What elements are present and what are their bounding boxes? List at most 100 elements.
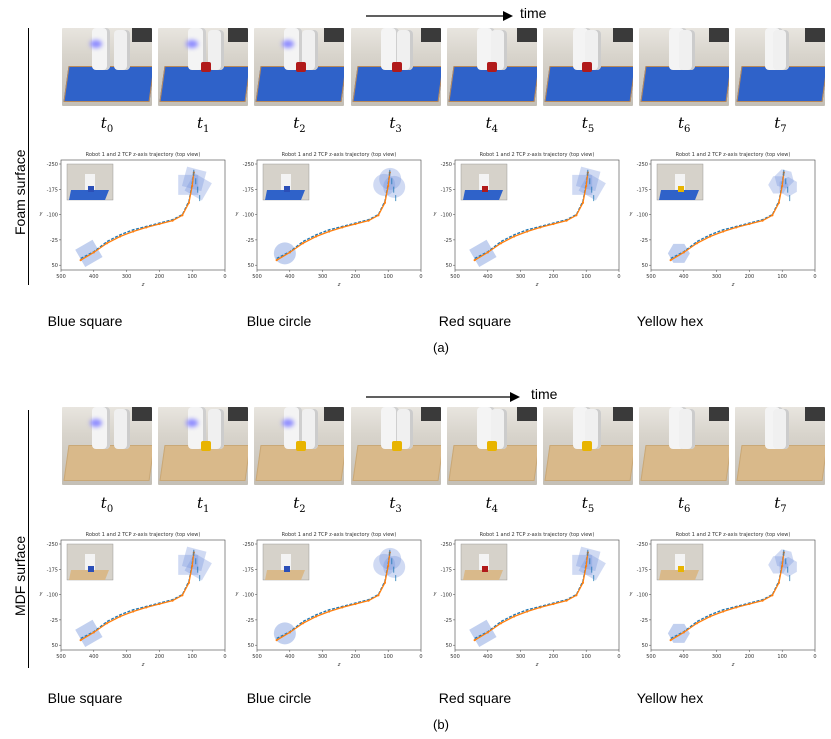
y-tick-label: -250 xyxy=(243,542,254,548)
y-tick-label: -100 xyxy=(47,213,58,219)
start-shape xyxy=(469,239,497,268)
trajectory-line xyxy=(670,552,785,641)
timestep-index: 5 xyxy=(587,504,595,515)
trajectory-point xyxy=(539,226,542,229)
robot-arm-icon xyxy=(188,407,207,449)
x-tick-label: 400 xyxy=(483,654,493,660)
x-tick-label: 100 xyxy=(777,654,787,660)
trajectory-point xyxy=(301,622,305,625)
inset-photo xyxy=(656,543,704,581)
trajectory-point xyxy=(771,594,774,597)
y-tick-label: -25 xyxy=(246,238,254,244)
end-shape xyxy=(181,546,207,572)
timestep-label: t7 xyxy=(750,494,810,515)
robot-arm-icon xyxy=(773,30,790,70)
x-tick-label: 0 xyxy=(223,274,226,280)
trajectory-point xyxy=(341,226,344,229)
robot-arm-icon xyxy=(208,30,225,70)
timestep-index: 5 xyxy=(587,124,595,135)
surface-board xyxy=(736,66,826,102)
x-tick-label: 400 xyxy=(285,654,295,660)
trajectory-point xyxy=(92,631,95,634)
x-tick-label: 0 xyxy=(813,274,816,280)
side-label: Foam surface xyxy=(12,149,28,235)
trajectory-point xyxy=(383,201,387,204)
y-axis-label: y xyxy=(629,211,634,217)
y-tick-label: -175 xyxy=(47,187,58,193)
plot-caption: Red square xyxy=(438,313,512,329)
trajectory-point xyxy=(708,235,712,238)
trajectory-point xyxy=(499,242,503,245)
trajectory-point xyxy=(512,615,516,618)
object-icon xyxy=(296,441,307,451)
light-glow-icon xyxy=(186,419,199,427)
timestep-index: 2 xyxy=(299,504,306,515)
trajectory-point xyxy=(288,631,291,634)
timestep-index: 0 xyxy=(106,124,114,135)
timestep-symbol: t xyxy=(581,494,588,512)
x-tick-label: 0 xyxy=(813,654,816,660)
timestep-label: t6 xyxy=(654,114,714,135)
inset-photo xyxy=(262,543,310,581)
x-axis-label: z xyxy=(731,282,735,288)
trajectory-point xyxy=(383,581,387,584)
object-icon xyxy=(201,62,212,72)
timestep-photo xyxy=(446,28,537,106)
timestep-index: 7 xyxy=(780,504,787,515)
timestep-label: t3 xyxy=(366,114,426,135)
timestep-symbol: t xyxy=(196,114,204,132)
x-tick-label: 400 xyxy=(89,654,99,660)
trajectory-point xyxy=(367,599,370,602)
plot-caption: Yellow hex xyxy=(636,313,704,329)
plot-title: Robot 1 and 2 TCP z-axis trajectory (top… xyxy=(676,152,791,158)
timestep-photo xyxy=(543,407,633,485)
side-divider xyxy=(28,410,29,668)
x-tick-label: 0 xyxy=(419,654,422,660)
timestep-symbol: t xyxy=(293,494,300,512)
time-label: time xyxy=(531,386,558,402)
x-axis-label: z xyxy=(731,662,735,668)
y-tick-label: -25 xyxy=(50,618,58,624)
trajectory-point xyxy=(748,602,751,606)
x-tick-label: 100 xyxy=(383,654,393,660)
robot-arm-icon xyxy=(476,407,495,449)
trajectory-point xyxy=(581,581,585,584)
x-tick-label: 300 xyxy=(122,654,132,660)
object-icon xyxy=(391,441,402,451)
trajectory-plot: Robot 1 and 2 TCP z-axis trajectory (top… xyxy=(235,152,423,288)
timestep-photo xyxy=(639,407,730,485)
inset-photo xyxy=(66,163,114,201)
object-icon xyxy=(582,441,592,451)
timestep-index: 7 xyxy=(780,124,787,135)
robot-arm-icon xyxy=(585,30,601,70)
object-icon xyxy=(486,441,497,451)
robot-base-icon xyxy=(228,28,249,42)
trajectory-point xyxy=(722,230,725,233)
trajectory-point xyxy=(722,610,725,613)
trajectory-point xyxy=(105,242,109,245)
timestep-index: 4 xyxy=(491,504,498,515)
y-tick-label: -175 xyxy=(441,567,452,573)
trajectory-point xyxy=(158,222,161,226)
timestep-symbol: t xyxy=(389,114,396,132)
start-shape xyxy=(75,619,103,648)
y-tick-label: 50 xyxy=(248,643,254,649)
end-shape xyxy=(373,173,396,196)
y-tick-label: -250 xyxy=(441,542,452,548)
trajectory-point xyxy=(118,235,122,238)
y-tick-label: -250 xyxy=(47,542,58,548)
timestep-label: t1 xyxy=(173,494,233,515)
trajectory-point xyxy=(354,222,357,226)
object-icon xyxy=(486,62,497,72)
y-tick-label: -175 xyxy=(243,187,254,193)
end-shape xyxy=(184,173,212,201)
end-shape xyxy=(779,176,797,197)
x-tick-label: 500 xyxy=(56,654,66,660)
trajectory-point xyxy=(777,201,781,204)
plot-caption: Blue circle xyxy=(246,690,312,706)
trajectory-plot: Robot 1 and 2 TCP z-axis trajectory (top… xyxy=(235,532,423,668)
panel-label: (a) xyxy=(433,340,449,355)
robot-arm-icon xyxy=(380,28,399,70)
trajectory-line xyxy=(474,172,589,261)
trajectory-point xyxy=(735,606,738,609)
